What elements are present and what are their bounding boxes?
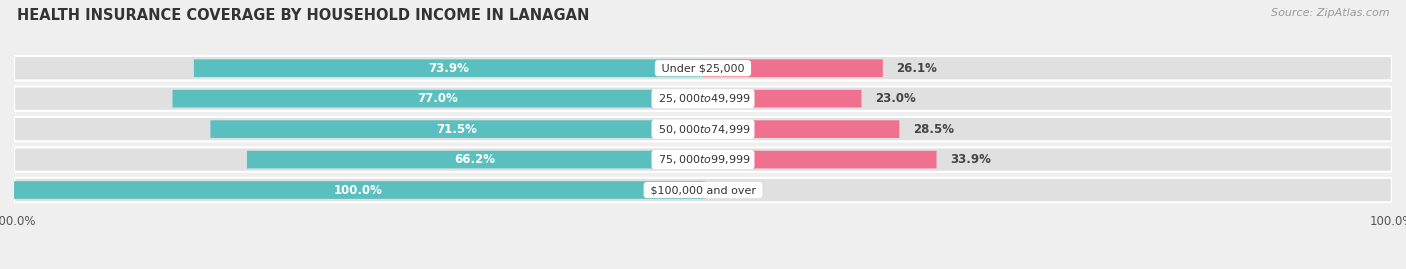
Text: 66.2%: 66.2%	[454, 153, 495, 166]
Text: $50,000 to $74,999: $50,000 to $74,999	[655, 123, 751, 136]
FancyBboxPatch shape	[14, 87, 1392, 111]
FancyBboxPatch shape	[211, 120, 703, 138]
Text: $75,000 to $99,999: $75,000 to $99,999	[655, 153, 751, 166]
Text: HEALTH INSURANCE COVERAGE BY HOUSEHOLD INCOME IN LANAGAN: HEALTH INSURANCE COVERAGE BY HOUSEHOLD I…	[17, 8, 589, 23]
Text: 26.1%: 26.1%	[897, 62, 938, 75]
FancyBboxPatch shape	[14, 117, 1392, 141]
FancyBboxPatch shape	[14, 56, 1392, 80]
FancyBboxPatch shape	[14, 178, 1392, 202]
FancyBboxPatch shape	[14, 181, 703, 199]
FancyBboxPatch shape	[247, 151, 703, 168]
Text: $25,000 to $49,999: $25,000 to $49,999	[655, 92, 751, 105]
Legend: With Coverage, Without Coverage: With Coverage, Without Coverage	[574, 266, 832, 269]
Text: Under $25,000: Under $25,000	[658, 63, 748, 73]
Text: Source: ZipAtlas.com: Source: ZipAtlas.com	[1271, 8, 1389, 18]
FancyBboxPatch shape	[703, 181, 706, 199]
Text: 33.9%: 33.9%	[950, 153, 991, 166]
FancyBboxPatch shape	[703, 120, 900, 138]
Text: 71.5%: 71.5%	[436, 123, 477, 136]
Text: 73.9%: 73.9%	[427, 62, 468, 75]
Text: 77.0%: 77.0%	[418, 92, 458, 105]
Text: 0.0%: 0.0%	[717, 183, 749, 197]
FancyBboxPatch shape	[703, 59, 883, 77]
Text: 23.0%: 23.0%	[875, 92, 915, 105]
Text: 28.5%: 28.5%	[912, 123, 955, 136]
FancyBboxPatch shape	[173, 90, 703, 108]
FancyBboxPatch shape	[703, 151, 936, 168]
Text: $100,000 and over: $100,000 and over	[647, 185, 759, 195]
FancyBboxPatch shape	[14, 147, 1392, 172]
FancyBboxPatch shape	[194, 59, 703, 77]
Text: 100.0%: 100.0%	[335, 183, 382, 197]
FancyBboxPatch shape	[703, 90, 862, 108]
